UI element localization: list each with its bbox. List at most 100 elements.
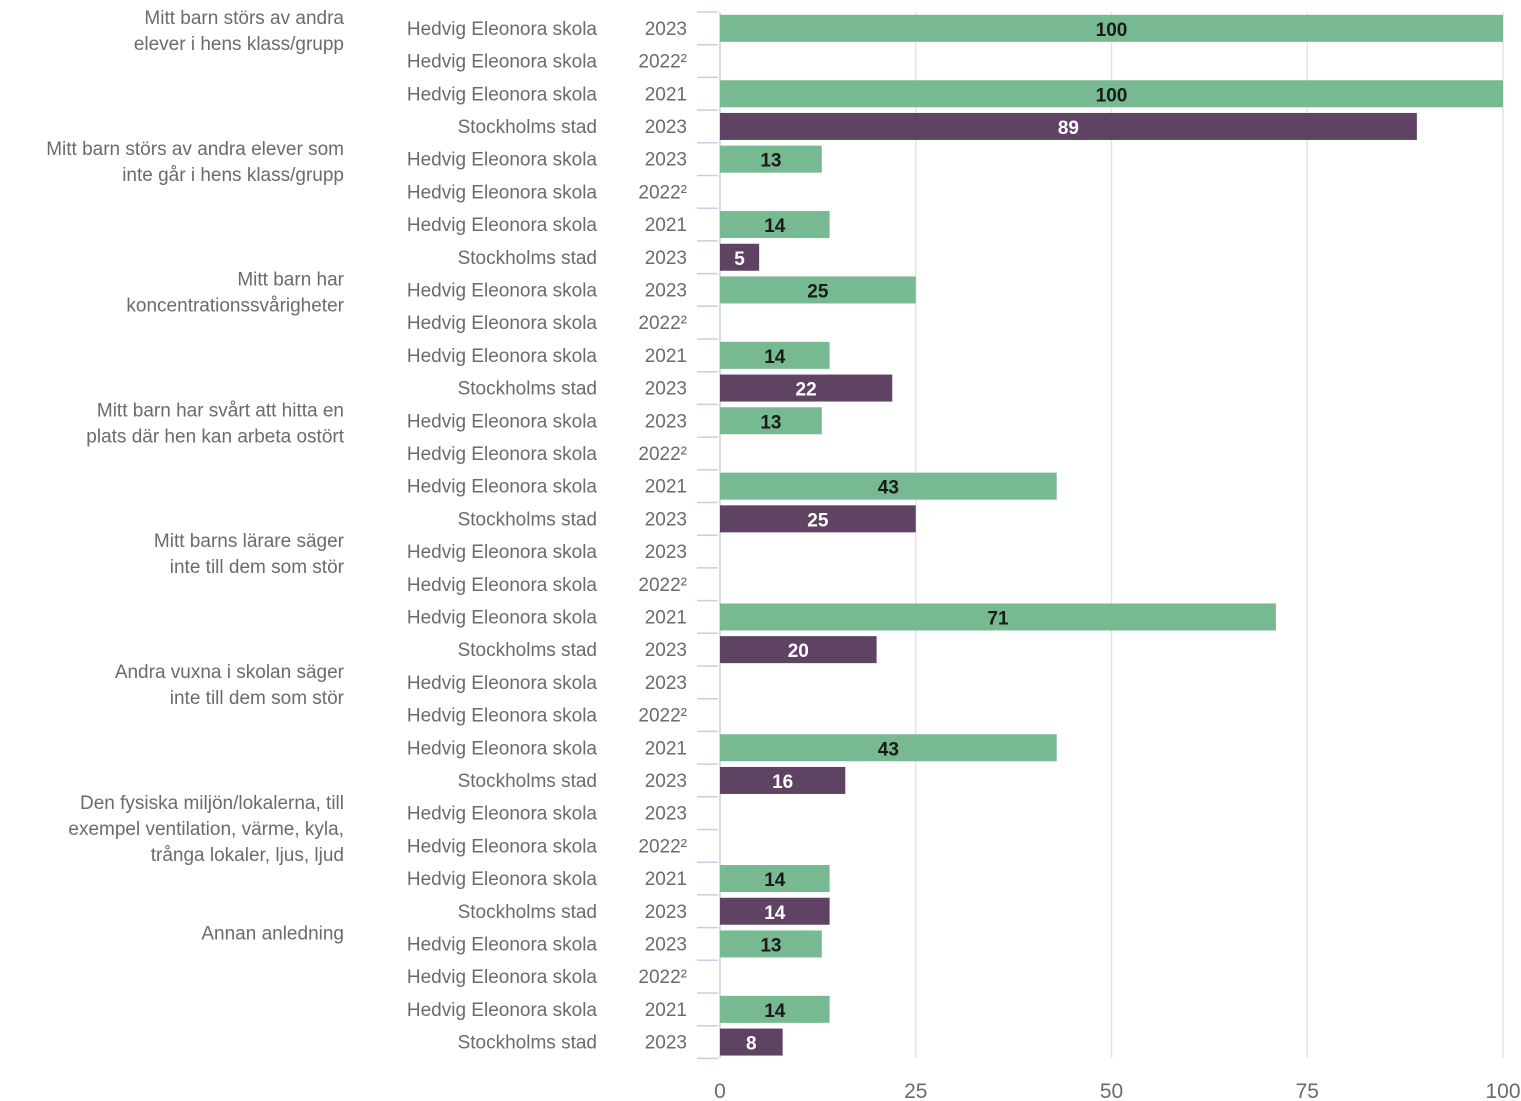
- row-year-label: 2021: [645, 738, 687, 759]
- row-source-label: Hedvig Eleonora skola: [407, 607, 598, 628]
- group-label-line: exempel ventilation, värme, kyla,: [68, 819, 344, 840]
- row-source-label: Stockholms stad: [458, 117, 597, 138]
- bar-value-label: 14: [764, 870, 786, 891]
- bar-value-label: 71: [987, 608, 1009, 629]
- row-year-label: 2022²: [638, 706, 687, 727]
- group-label-line: Andra vuxna i skolan säger: [115, 662, 345, 683]
- row-source-label: Hedvig Eleonora skola: [407, 411, 598, 432]
- bar-value-label: 13: [760, 935, 781, 956]
- row-year-label: 2022²: [638, 967, 687, 988]
- group-label-line: inte till dem som stör: [170, 688, 345, 709]
- bar-value-label: 14: [764, 347, 786, 368]
- group-label-line: Mitt barn störs av andra: [144, 8, 344, 29]
- row-source-label: Hedvig Eleonora skola: [407, 575, 598, 596]
- bar-value-label: 100: [1096, 85, 1128, 106]
- row-source-label: Hedvig Eleonora skola: [407, 346, 598, 367]
- group-label-line: Annan anledning: [201, 924, 344, 945]
- bar-value-label: 8: [746, 1034, 757, 1055]
- bar-value-label: 14: [764, 903, 786, 924]
- bar: [720, 603, 1276, 631]
- row-source-label: Hedvig Eleonora skola: [407, 477, 598, 498]
- bar-value-label: 25: [807, 510, 829, 531]
- row-source-label: Hedvig Eleonora skola: [407, 738, 598, 759]
- bar: [720, 472, 1057, 500]
- row-source-label: Hedvig Eleonora skola: [407, 182, 598, 203]
- bar: [720, 80, 1503, 108]
- row-source-label: Hedvig Eleonora skola: [407, 150, 598, 171]
- gridlines: [719, 12, 1504, 1058]
- bar-value-label: 16: [772, 772, 793, 793]
- bar-value-label: 14: [764, 1001, 786, 1022]
- group-label-line: plats där hen kan arbeta ostört: [86, 426, 344, 447]
- row-source-label: Hedvig Eleonora skola: [407, 869, 598, 890]
- row-source-label: Stockholms stad: [458, 771, 597, 792]
- category-tick-marks: [697, 11, 718, 1060]
- bar: [720, 407, 822, 435]
- bar: [720, 341, 830, 369]
- bar-value-label: 13: [760, 412, 781, 433]
- row-year-label: 2021: [645, 1000, 687, 1021]
- row-source-label: Stockholms stad: [458, 379, 597, 400]
- bar: [720, 636, 877, 664]
- row-source-label: Hedvig Eleonora skola: [407, 542, 598, 563]
- row-year-label: 2021: [645, 346, 687, 367]
- row-source-label: Hedvig Eleonora skola: [407, 444, 598, 465]
- row-source-label: Stockholms stad: [458, 509, 597, 530]
- bar: [720, 766, 846, 794]
- bar-value-label: 14: [764, 216, 786, 237]
- group-label-line: trånga lokaler, ljus, ljud: [151, 845, 344, 866]
- bar-value-label: 89: [1058, 118, 1079, 139]
- row-year-label: 2023: [645, 934, 687, 955]
- bar: [720, 995, 830, 1023]
- x-tick-label: 25: [904, 1080, 927, 1101]
- row-source-label: Hedvig Eleonora skola: [407, 215, 598, 236]
- row-year-label: 2023: [645, 673, 687, 694]
- row-year-label: 2021: [645, 607, 687, 628]
- x-tick-label: 50: [1100, 1080, 1123, 1101]
- row-source-label: Hedvig Eleonora skola: [407, 673, 598, 694]
- group-label-line: Den fysiska miljön/lokalerna, till: [80, 793, 344, 814]
- row-source-label: Hedvig Eleonora skola: [407, 836, 598, 857]
- row-year-label: 2022²: [638, 313, 687, 334]
- bar: [720, 734, 1057, 762]
- row-year-label: 2023: [645, 509, 687, 530]
- bar: [720, 1028, 783, 1056]
- bar: [720, 14, 1503, 42]
- row-source-label: Hedvig Eleonora skola: [407, 967, 598, 988]
- group-label-line: Mitt barn har: [237, 270, 344, 291]
- row-year-label: 2022²: [638, 575, 687, 596]
- row-year-label: 2021: [645, 215, 687, 236]
- bar: [720, 897, 830, 925]
- bar: [720, 211, 830, 239]
- row-source-label: Stockholms stad: [458, 1033, 597, 1054]
- group-label-line: koncentrationssvårigheter: [126, 296, 344, 317]
- row-year-label: 2023: [645, 150, 687, 171]
- row-year-label: 2023: [645, 379, 687, 400]
- row-source-label: Hedvig Eleonora skola: [407, 52, 598, 73]
- bar-value-label: 43: [878, 478, 899, 499]
- group-label-line: inte till dem som stör: [170, 557, 345, 578]
- row-source-label: Hedvig Eleonora skola: [407, 313, 598, 334]
- row-source-label: Hedvig Eleonora skola: [407, 280, 598, 301]
- bar: [720, 930, 822, 958]
- row-source-label: Hedvig Eleonora skola: [407, 706, 598, 727]
- x-tick-label: 0: [714, 1080, 726, 1101]
- group-label-line: Mitt barn har svårt att hitta en: [97, 400, 344, 421]
- row-year-label: 2021: [645, 84, 687, 105]
- row-year-label: 2021: [645, 477, 687, 498]
- group-label-line: inte går i hens klass/grupp: [122, 165, 344, 186]
- group-label-line: Mitt barn störs av andra elever som: [46, 139, 344, 160]
- bar: [720, 865, 830, 893]
- bar-value-label: 5: [734, 249, 745, 270]
- row-source-label: Hedvig Eleonora skola: [407, 1000, 598, 1021]
- row-year-label: 2022²: [638, 444, 687, 465]
- bar-value-label: 13: [760, 151, 781, 172]
- row-year-label: 2023: [645, 542, 687, 563]
- row-year-label: 2023: [645, 1033, 687, 1054]
- x-tick-label: 75: [1296, 1080, 1319, 1101]
- bar-value-label: 100: [1096, 20, 1128, 41]
- row-year-label: 2023: [645, 640, 687, 661]
- bar: [720, 145, 822, 173]
- row-year-label: 2023: [645, 771, 687, 792]
